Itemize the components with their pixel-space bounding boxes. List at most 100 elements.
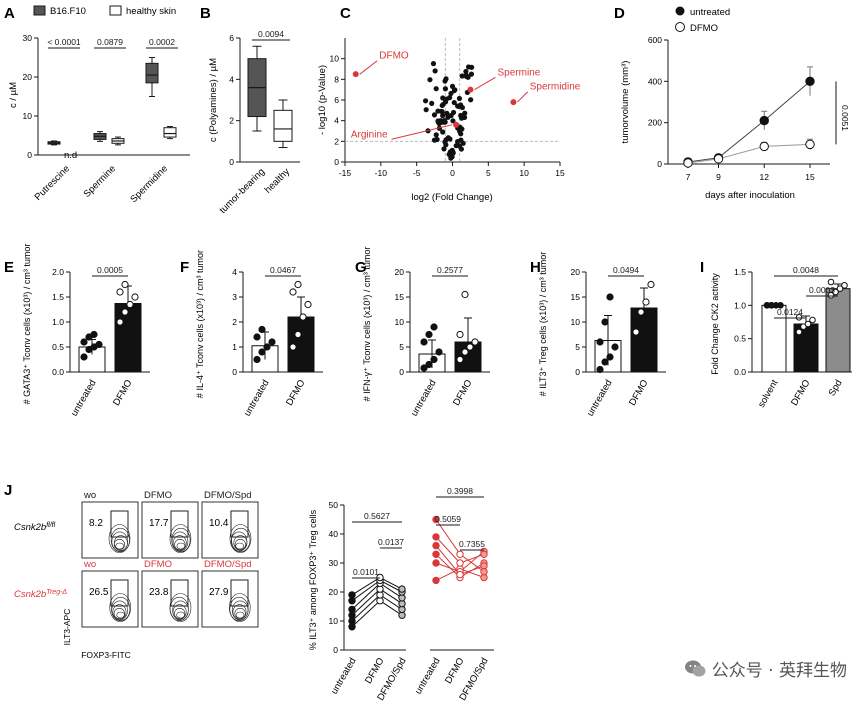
category-label: Spermidine (128, 163, 170, 205)
p-value-label: 0.0879 (97, 37, 123, 47)
data-point (95, 340, 103, 349)
contour-line (108, 524, 131, 553)
data-point (429, 100, 435, 107)
y-tick-label: 15 (571, 292, 581, 302)
data-point (121, 280, 129, 289)
contour-line (172, 535, 187, 551)
data-point (768, 302, 775, 309)
data-point (289, 288, 297, 296)
contour-line (169, 524, 192, 553)
panel-e: E 0.0 0.5 1.0 1.5 2.0 # GATA3⁺ Tconv cells (x1… (4, 244, 150, 418)
contour-line (234, 607, 246, 619)
data-point (469, 64, 475, 70)
x-tick-label: -10 (375, 168, 388, 178)
panel-letter: C (340, 5, 351, 22)
y-tick-label: 10 (23, 111, 33, 121)
y-tick-label: 0 (334, 157, 339, 167)
data-point (432, 559, 440, 567)
y-tick-label: 600 (648, 35, 662, 45)
data-point (450, 150, 456, 156)
data-point (606, 353, 614, 361)
x-tick-label: 0 (450, 168, 455, 178)
contour-line (171, 527, 191, 553)
y-tick-label: 0 (399, 367, 404, 377)
y-tick-label: 6 (334, 95, 339, 105)
data-point (420, 338, 428, 346)
data-point (294, 330, 302, 339)
flow-plot-frame (201, 501, 259, 559)
box-healthy-box (273, 109, 293, 142)
contour-line (110, 527, 130, 553)
data-point (471, 338, 479, 346)
data-point (456, 355, 464, 364)
category-label: DFMO (627, 378, 651, 408)
panel-letter: G (355, 259, 367, 276)
y-tick-label: 30 (329, 558, 339, 568)
category-label: solvent (756, 378, 781, 410)
gate (110, 510, 129, 538)
y-tick-label: 10 (330, 54, 340, 64)
y-tick-label: 0 (27, 150, 32, 160)
contour-line (235, 611, 245, 619)
series-line (687, 143, 811, 164)
y-tick-label: 0.0 (52, 367, 64, 377)
data-point (258, 348, 266, 356)
contour-line (231, 527, 251, 553)
watermark: 公众号 · 英拜生物 (684, 656, 847, 681)
panel-letter: H (530, 259, 541, 276)
data-point (463, 68, 469, 75)
flow-plot-frame (81, 570, 139, 628)
gate (170, 510, 189, 538)
p-value-label: 0.7355 (459, 539, 485, 549)
category-label: DFMO (363, 656, 387, 686)
y-tick-label: 1.0 (52, 317, 64, 327)
category-label: untreated (69, 378, 99, 418)
data-point (445, 135, 451, 141)
data-point (430, 323, 438, 331)
p-value-label: 0.0094 (258, 29, 284, 39)
category-label: untreated (413, 656, 443, 696)
highlight-arrow (391, 124, 453, 140)
panel-letter: E (4, 259, 14, 276)
x-axis-label: days after inoculation (705, 190, 795, 201)
flow-y-axis-label: ILT3-APC (62, 609, 72, 646)
legend-label: DFMO (690, 23, 718, 34)
data-point (647, 280, 655, 289)
box-healthy-box (163, 127, 177, 138)
highlight-arrow (359, 60, 378, 75)
data-point (713, 154, 724, 164)
contour-line (116, 611, 126, 619)
data-point (449, 83, 456, 89)
data-point (480, 568, 488, 576)
y-tick-label: 4 (229, 74, 234, 84)
data-point (441, 146, 447, 152)
data-point (459, 126, 465, 132)
data-point (445, 114, 451, 120)
highlight-label: Arginine (351, 129, 388, 140)
data-point (456, 570, 464, 579)
data-point (442, 139, 448, 145)
y-tick-label: 3 (232, 292, 237, 302)
data-point (463, 72, 469, 78)
condition-label: DFMO/Spd (204, 559, 252, 570)
data-point (263, 343, 271, 351)
y-tick-label: 1.5 (52, 292, 64, 302)
contour-line (111, 596, 131, 622)
y-tick-label: 40 (329, 529, 339, 539)
row-label-superscript: fl/fl (46, 522, 55, 529)
data-point (90, 330, 98, 339)
p-value-label: 0.3998 (447, 486, 473, 496)
data-point (126, 300, 134, 309)
y-tick-label: 0.5 (734, 334, 746, 344)
y-axis-label: # ILT3⁺ Treg cells (x10³) / cm³ tumor (538, 252, 548, 397)
category-label: tumor-bearing (218, 166, 268, 216)
category-label: healthy (263, 166, 293, 196)
highlight-arrow (474, 76, 496, 91)
gate (110, 579, 129, 607)
data-point (683, 158, 693, 168)
panel-letter: I (700, 259, 704, 276)
data-point (444, 110, 450, 116)
p-value-label: < 0.0001 (47, 37, 81, 47)
data-point (432, 533, 440, 541)
